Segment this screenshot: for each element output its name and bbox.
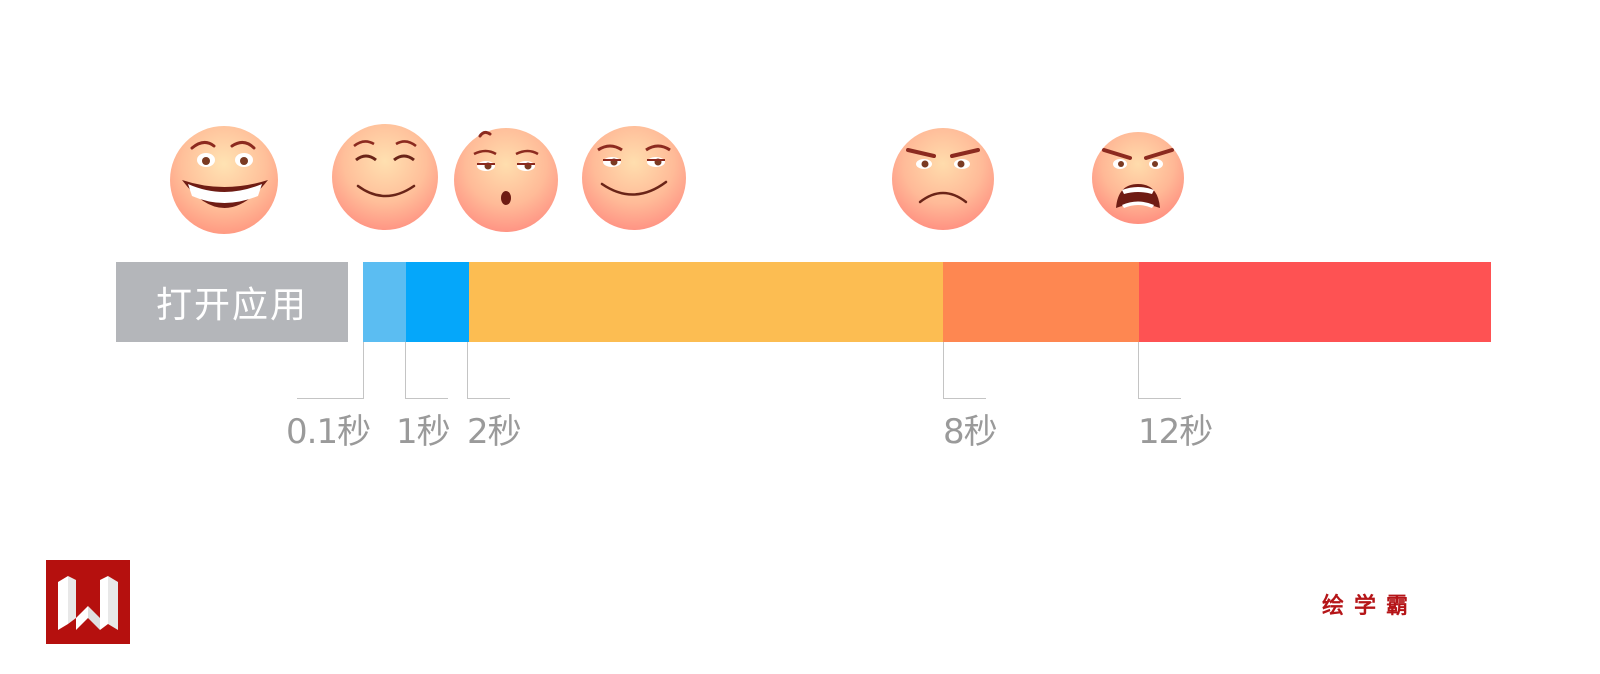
frowning-face-icon — [892, 128, 994, 230]
marker-label-2s: 2秒 — [467, 412, 522, 452]
content-face-icon — [332, 124, 438, 230]
segment-8s-to-12s — [943, 262, 1139, 342]
bored-face-icon — [454, 128, 558, 232]
tick-0.1s — [297, 342, 364, 399]
segment-12s-plus — [1139, 262, 1491, 342]
tick-1s — [405, 342, 448, 399]
start-app-label: 打开应用 — [116, 262, 348, 342]
w-logo-icon — [46, 560, 130, 644]
brand-text: 绘学霸 — [1322, 594, 1419, 619]
tick-2s — [467, 342, 510, 399]
segment-0.1s-to-1s — [406, 262, 469, 342]
marker-label-0.1s: 0.1秒 — [286, 412, 371, 452]
marker-label-8s: 8秒 — [943, 412, 998, 452]
marker-label-12s: 12秒 — [1138, 412, 1213, 452]
tick-12s — [1138, 342, 1181, 399]
tick-8s — [943, 342, 986, 399]
marker-label-1s: 1秒 — [396, 412, 451, 452]
laughing-face-icon — [170, 126, 278, 234]
segment-1s-to-8s — [469, 262, 943, 342]
segment-0-to-0.1s — [363, 262, 406, 342]
smirk-face-icon — [582, 126, 686, 230]
angry-face-icon — [1092, 132, 1184, 224]
